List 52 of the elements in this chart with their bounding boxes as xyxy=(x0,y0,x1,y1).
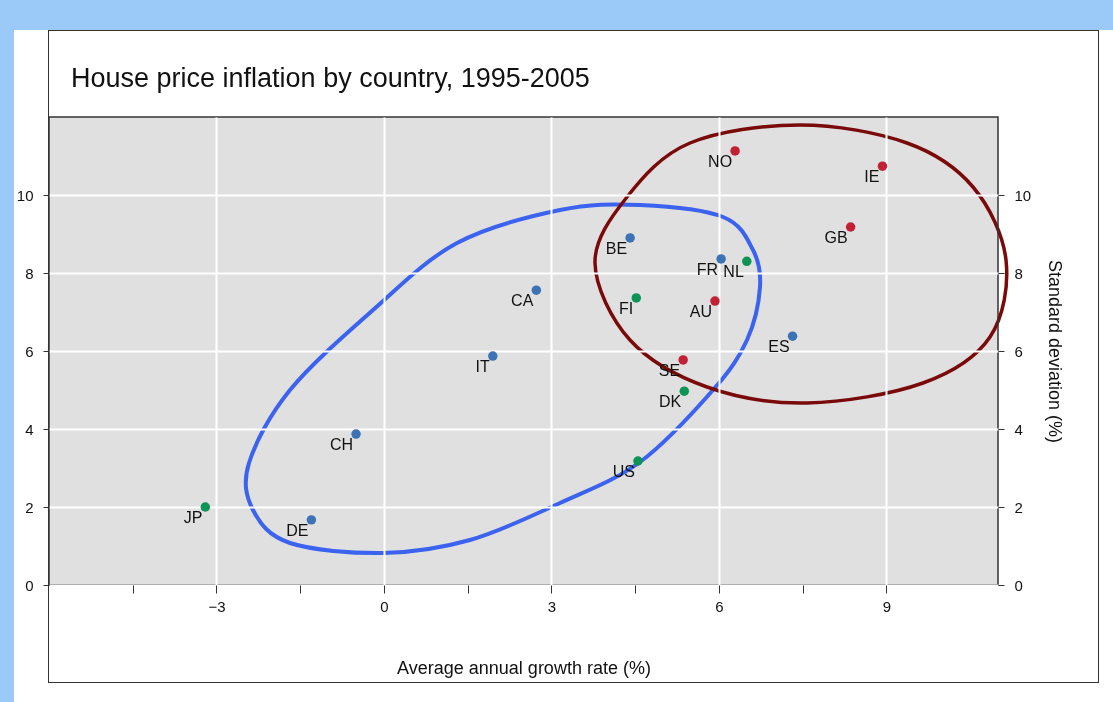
x-tick-label: 0 xyxy=(380,597,389,615)
point xyxy=(633,456,643,466)
point xyxy=(716,254,726,264)
annotation: NL xyxy=(723,263,744,281)
chart-title: House price inflation by country, 1995-2005 xyxy=(71,63,590,93)
annotation: ES xyxy=(768,338,790,356)
annotation: BE xyxy=(605,239,628,257)
annotation: NO xyxy=(708,152,733,170)
point xyxy=(877,161,888,171)
y-tick-label: 0 xyxy=(25,576,34,594)
annotation: JP xyxy=(183,509,203,526)
y-tick-label: 6 xyxy=(25,342,34,360)
point xyxy=(679,386,690,396)
point xyxy=(678,355,688,365)
point xyxy=(531,285,542,295)
annotation: IT xyxy=(475,358,491,376)
y-tick-label: 4 xyxy=(25,420,34,438)
annotation: AU xyxy=(689,303,712,321)
annotation: IE xyxy=(864,168,880,186)
point xyxy=(730,146,740,156)
point xyxy=(306,515,317,525)
point xyxy=(631,293,642,303)
y2-tick-label: 8 xyxy=(1014,264,1023,282)
y-tick-label: 8 xyxy=(25,264,34,282)
x-axis-title: Average annual growth rate (%) xyxy=(397,657,651,678)
point xyxy=(845,222,856,232)
y2-tick-label: 0 xyxy=(1014,576,1023,594)
y2-tick-label: 4 xyxy=(1014,420,1023,438)
x-tick-label: 6 xyxy=(715,597,724,615)
point xyxy=(742,256,752,267)
point xyxy=(200,502,211,512)
y-tick-label: 2 xyxy=(25,498,34,516)
annotation: CA xyxy=(511,292,534,310)
y2-axis-title: Standard deviation (%) xyxy=(1045,259,1066,444)
point xyxy=(787,331,798,341)
annotation: DE xyxy=(286,521,309,539)
y2-tick-label: 10 xyxy=(1014,186,1032,204)
annotation: FI xyxy=(619,299,634,317)
point xyxy=(488,351,498,361)
y-tick-label: 10 xyxy=(16,186,34,204)
annotation: CH xyxy=(329,436,354,454)
point xyxy=(625,233,635,243)
point xyxy=(351,429,361,439)
x-tick-label: 9 xyxy=(882,597,892,615)
annotation: DK xyxy=(659,393,682,411)
y2-tick-label: 2 xyxy=(1014,498,1023,516)
x-tick-label: 3 xyxy=(547,597,557,615)
annotation: FR xyxy=(696,260,719,278)
point xyxy=(710,296,720,306)
x-tick-label: −3 xyxy=(208,597,226,615)
y2-tick-label: 6 xyxy=(1014,342,1023,360)
annotation: GB xyxy=(824,228,848,246)
